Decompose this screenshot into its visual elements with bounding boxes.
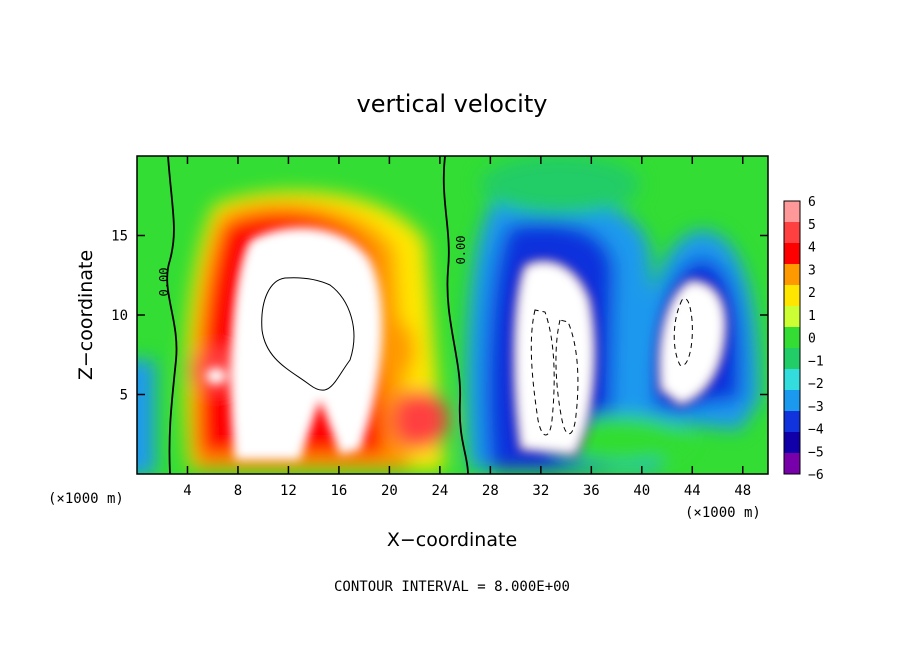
x-tick-label: 8	[234, 483, 242, 499]
colorbar-swatch	[784, 306, 800, 328]
x-tick-label: 44	[684, 483, 701, 499]
colorbar-tick-label: 4	[808, 241, 816, 256]
x-tick-label: 4	[183, 483, 191, 499]
colorbar-swatch	[784, 222, 800, 244]
colorbar-tick-label: 2	[808, 286, 816, 301]
field-cores	[206, 227, 729, 460]
dashed-contour-2	[555, 319, 579, 435]
x-tick-label: 12	[280, 483, 297, 499]
colorbar-tick-label: 1	[808, 309, 816, 324]
colorbar-tick-label: 6	[808, 195, 816, 210]
x-tick-label: 36	[583, 483, 600, 499]
zero-contour-left	[166, 156, 178, 474]
x-axis-ticks: 4 8 12 16 20 24 28 32 36 40 44 48	[183, 156, 751, 499]
colorbar-tick-label: −6	[808, 468, 824, 483]
colorbar-swatch	[784, 348, 800, 370]
x-unit-label-left: (×1000 m)	[48, 491, 124, 507]
colorbar-tick-label: −1	[808, 354, 824, 369]
colorbar-swatch	[784, 285, 800, 307]
x-tick-label: 24	[431, 483, 448, 499]
colorbar-swatch	[784, 327, 800, 349]
contour-label-left: 0.00	[157, 268, 171, 297]
x-tick-label: 16	[330, 483, 347, 499]
colorbar-swatch	[784, 243, 800, 265]
x-tick-label: 28	[482, 483, 499, 499]
colorbar-frame	[783, 200, 801, 475]
y-tick-label: 10	[111, 308, 128, 324]
contour-interval-note: CONTOUR INTERVAL = 8.000E+00	[334, 579, 570, 595]
colorbar-swatch	[784, 411, 800, 433]
x-tick-label: 48	[734, 483, 751, 499]
x-tick-label: 32	[532, 483, 549, 499]
colorbar-tick-label: 0	[808, 332, 816, 347]
colorbar-swatch	[784, 390, 800, 412]
colorbar-swatch	[784, 264, 800, 286]
colorbar: 6 5 4 3 2 1 0 −1 −2 −3 −4 −5 −6	[783, 195, 824, 483]
y-tick-label: 5	[120, 388, 128, 404]
colorbar-tick-label: 3	[808, 263, 816, 278]
y-axis-ticks: 5 10 15	[111, 229, 768, 404]
x-tick-label: 20	[381, 483, 398, 499]
x-tick-label: 40	[633, 483, 650, 499]
zero-contour-middle	[442, 156, 469, 474]
y-axis-title: Z−coordinate	[75, 250, 97, 380]
colorbar-swatch	[784, 369, 800, 391]
colorbar-tick-label: −4	[808, 423, 824, 438]
x-unit-label-right: (×1000 m)	[685, 505, 761, 521]
colorbar-tick-label: 5	[808, 218, 816, 233]
solid-contour-core	[261, 277, 355, 391]
colorbar-tick-label: −3	[808, 400, 824, 415]
dashed-contour-1	[530, 309, 555, 436]
colorbar-tick-label: −2	[808, 377, 824, 392]
contour-label-middle: 0.00	[454, 236, 468, 265]
dashed-contour-3	[673, 298, 693, 367]
colorbar-tick-label: −5	[808, 445, 824, 460]
x-axis-title: X−coordinate	[387, 529, 517, 551]
chart-title: vertical velocity	[357, 90, 548, 118]
y-tick-label: 15	[111, 229, 128, 245]
colorbar-swatch	[784, 432, 800, 454]
contour-lines	[166, 156, 693, 474]
colorbar-swatch	[784, 201, 800, 223]
colorbar-swatch	[784, 453, 800, 475]
heatmap-field	[137, 156, 768, 474]
